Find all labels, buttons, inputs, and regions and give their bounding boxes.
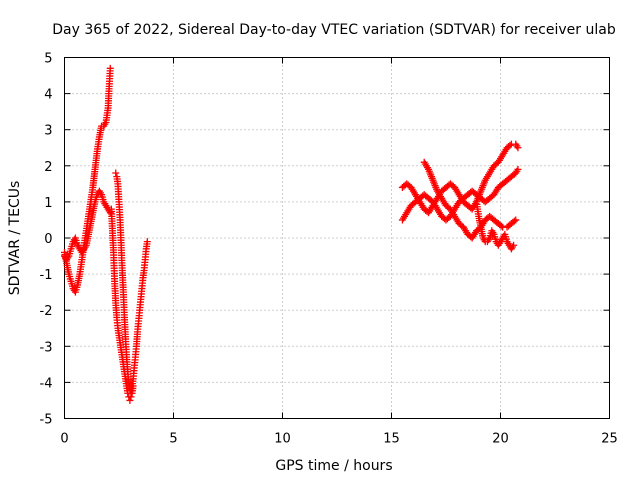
y-tick-label: 1 xyxy=(44,196,52,211)
data-point xyxy=(514,144,522,152)
data-point xyxy=(497,222,505,230)
y-tick-label: 5 xyxy=(44,52,52,67)
y-tick-label: -3 xyxy=(40,340,53,355)
data-point xyxy=(106,209,114,217)
chart-title: Day 365 of 2022, Sidereal Day-to-day VTE… xyxy=(52,22,616,38)
y-tick-label: 3 xyxy=(44,124,52,139)
y-axis-title: SDTVAR / TECUs xyxy=(7,181,23,296)
axis-ticks: 0 5 10 15 20 25 -5 -4 -3 -2 -1 0 1 2 3 4 5 xyxy=(40,52,618,447)
y-tick-label: 4 xyxy=(44,88,52,103)
data-series xyxy=(61,64,114,296)
data-point xyxy=(512,216,520,224)
data-point xyxy=(112,169,120,177)
data-point xyxy=(143,238,151,246)
data-point xyxy=(106,64,114,72)
grid xyxy=(64,57,610,419)
data-point xyxy=(510,217,518,225)
x-tick-label: 10 xyxy=(274,432,291,447)
data-series xyxy=(473,198,518,253)
y-tick-label: -2 xyxy=(40,304,53,319)
data-series xyxy=(107,205,137,404)
x-tick-label: 20 xyxy=(492,432,509,447)
data-point xyxy=(510,241,518,249)
x-axis-title: GPS time / hours xyxy=(275,458,392,474)
data-point xyxy=(126,396,134,404)
data-points xyxy=(61,64,522,404)
data-series xyxy=(398,165,522,224)
data-series xyxy=(112,169,151,397)
x-tick-label: 25 xyxy=(601,432,618,447)
x-tick-label: 15 xyxy=(383,432,400,447)
data-point xyxy=(514,165,522,173)
y-tick-label: 2 xyxy=(44,160,52,175)
y-tick-label: -1 xyxy=(40,268,53,283)
x-tick-label: 5 xyxy=(169,432,177,447)
y-tick-label: -4 xyxy=(40,376,53,391)
y-tick-label: -5 xyxy=(40,413,53,428)
y-tick-label: 0 xyxy=(44,232,52,247)
data-series xyxy=(61,187,114,264)
data-point xyxy=(506,141,514,149)
x-tick-label: 0 xyxy=(60,432,68,447)
